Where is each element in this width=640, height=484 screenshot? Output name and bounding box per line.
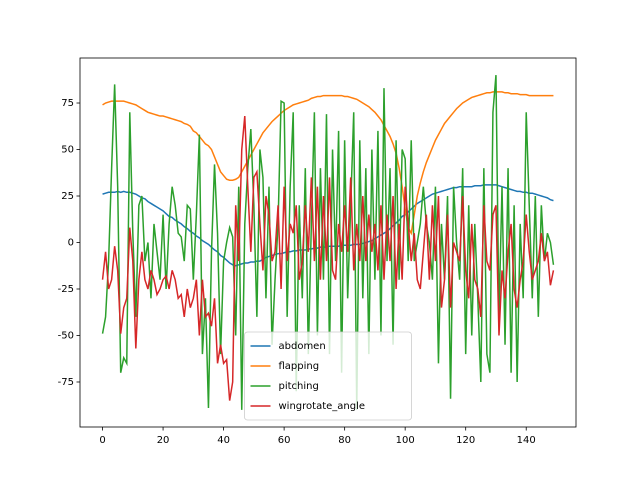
legend-label: pitching bbox=[279, 381, 319, 392]
legend-label: abdomen bbox=[279, 341, 326, 352]
y-tick-label: 50 bbox=[61, 145, 74, 156]
y-tick-label: -75 bbox=[58, 377, 74, 388]
x-tick-label: 20 bbox=[157, 435, 170, 446]
legend-label: wingrotate_angle bbox=[279, 401, 366, 412]
x-tick-label: 100 bbox=[396, 435, 415, 446]
series-line bbox=[102, 91, 554, 236]
y-tick-label: -25 bbox=[58, 284, 74, 295]
y-tick-label: -50 bbox=[58, 330, 74, 341]
x-tick-label: 60 bbox=[278, 435, 291, 446]
y-tick-label: 75 bbox=[61, 98, 74, 109]
y-tick-label: 0 bbox=[68, 238, 74, 249]
x-tick-label: 120 bbox=[456, 435, 475, 446]
x-tick-label: 40 bbox=[217, 435, 230, 446]
x-tick-label: 80 bbox=[338, 435, 351, 446]
y-tick-label: 25 bbox=[61, 191, 74, 202]
legend-label: flapping bbox=[279, 361, 320, 372]
x-tick-label: 0 bbox=[99, 435, 105, 446]
legend-box bbox=[244, 331, 412, 421]
x-tick-label: 140 bbox=[517, 435, 536, 446]
axes-frame bbox=[79, 57, 577, 428]
series-line bbox=[101, 115, 555, 401]
